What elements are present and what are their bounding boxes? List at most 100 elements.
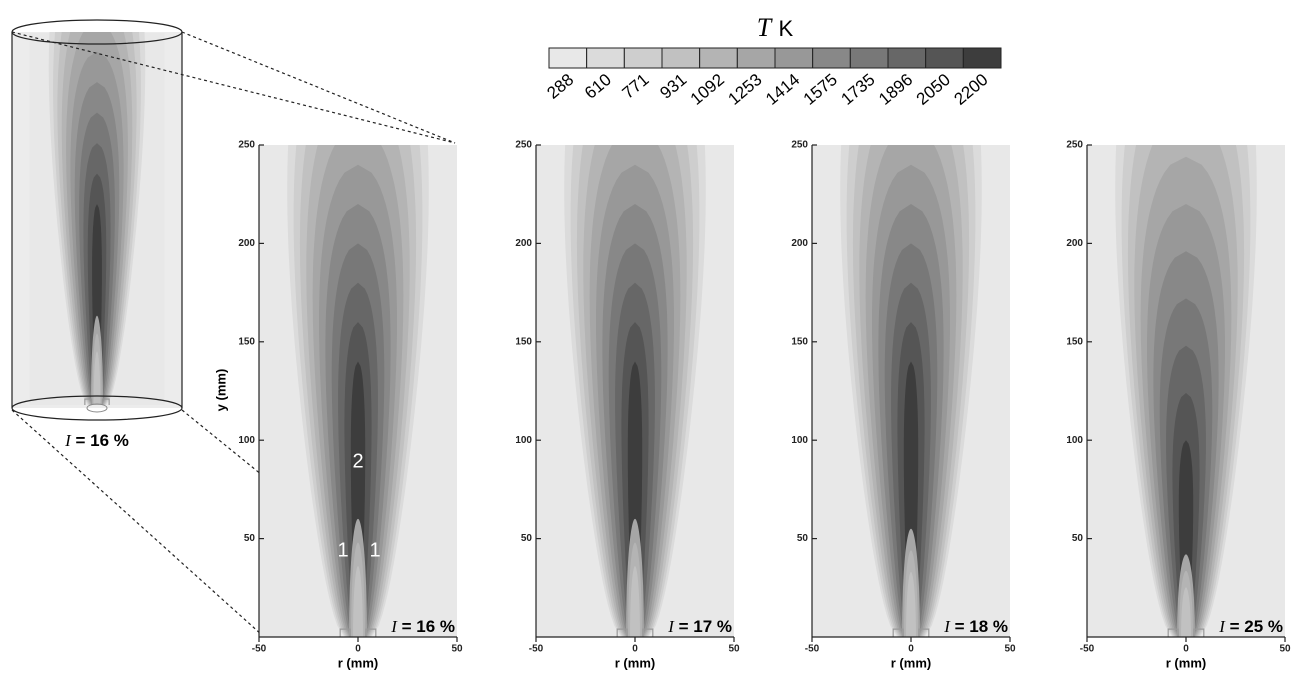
x-tick-label: 50 xyxy=(451,644,463,655)
x-tick-label: 0 xyxy=(632,644,638,655)
nozzle xyxy=(616,628,654,637)
panel-symbol: I xyxy=(1218,617,1226,636)
nozzle xyxy=(1167,628,1205,637)
x-tick-label: 50 xyxy=(728,644,740,655)
inset-text: = 16 % xyxy=(76,431,129,450)
contour-panel xyxy=(812,145,1010,637)
x-tick-label: 50 xyxy=(1279,644,1291,655)
colorbar-unit: K xyxy=(779,16,794,41)
contour-level xyxy=(906,572,916,637)
nozzle xyxy=(892,628,930,637)
colorbar-label: 771 xyxy=(619,70,653,103)
x-axis-label: r (mm) xyxy=(891,655,931,670)
panel-text: = 17 % xyxy=(679,617,732,636)
colorbar-swatch xyxy=(699,47,738,69)
contour-panel xyxy=(1087,145,1285,637)
contour-level xyxy=(353,566,363,637)
y-tick-label: 250 xyxy=(1066,140,1083,151)
contour-panel xyxy=(259,145,457,637)
panel-text: = 16 % xyxy=(402,617,455,636)
panel-label: I = 18 % xyxy=(943,617,1008,637)
colorbar-label: 288 xyxy=(543,70,577,103)
panel-symbol: I xyxy=(667,617,675,636)
x-tick-label: 0 xyxy=(908,644,914,655)
zoom-lines xyxy=(11,31,456,636)
y-tick-label: 50 xyxy=(797,533,809,544)
contour-level xyxy=(630,566,640,637)
y-tick-label: 250 xyxy=(791,140,808,151)
colorbar-swatch xyxy=(548,47,588,69)
panel-label: I = 25 % xyxy=(1218,617,1283,637)
y-tick-label: 200 xyxy=(1066,238,1083,249)
inset-flame xyxy=(29,32,165,405)
colorbar-label: 2050 xyxy=(913,70,954,109)
nozzle xyxy=(86,403,108,413)
x-tick-label: -50 xyxy=(529,644,544,655)
colorbar-swatch xyxy=(586,47,625,69)
colorbar-symbol: T xyxy=(757,13,773,42)
y-tick-label: 200 xyxy=(238,238,255,249)
annotation: 1 xyxy=(337,539,348,561)
contour-panel xyxy=(536,145,734,637)
colorbar-swatch xyxy=(849,47,889,69)
panel-symbol: I xyxy=(390,617,398,636)
x-axis-label: r (mm) xyxy=(615,655,655,670)
panel-symbol: I xyxy=(943,617,951,636)
y-tick-label: 200 xyxy=(515,238,532,249)
y-tick-label: 100 xyxy=(1066,435,1083,446)
y-tick-label: 150 xyxy=(791,336,808,347)
panel-label: I = 16 % xyxy=(390,617,455,637)
colorbar-label: 2200 xyxy=(950,70,991,109)
y-axis-label: y (mm) xyxy=(213,369,228,412)
panel-text: = 18 % xyxy=(955,617,1008,636)
nozzle xyxy=(84,398,110,405)
cylinder-bottom xyxy=(11,395,183,421)
x-tick-label: 0 xyxy=(1183,644,1189,655)
x-tick-label: -50 xyxy=(1080,644,1095,655)
panel-label: I = 17 % xyxy=(667,617,732,637)
y-tick-label: 100 xyxy=(515,435,532,446)
colorbar-swatch xyxy=(925,47,964,69)
y-tick-label: 50 xyxy=(1072,533,1084,544)
y-tick-label: 50 xyxy=(244,533,256,544)
y-tick-label: 100 xyxy=(791,435,808,446)
panel-text: = 25 % xyxy=(1230,617,1283,636)
colorbar-label: 1414 xyxy=(762,70,803,109)
y-tick-label: 150 xyxy=(238,336,255,347)
y-tick-label: 200 xyxy=(791,238,808,249)
colorbar-label: 1735 xyxy=(837,70,878,109)
colorbar-label: 610 xyxy=(581,70,615,103)
annotation: 1 xyxy=(369,539,380,561)
x-axis-label: r (mm) xyxy=(1166,655,1206,670)
x-tick-label: 0 xyxy=(355,644,361,655)
y-tick-label: 250 xyxy=(238,140,255,151)
colorbar-swatch xyxy=(661,47,701,69)
colorbar-swatch xyxy=(812,47,851,69)
y-tick-label: 100 xyxy=(238,435,255,446)
inset-symbol: I xyxy=(64,431,72,450)
contour-level xyxy=(1181,587,1191,637)
y-tick-label: 150 xyxy=(1066,336,1083,347)
annotation: 2 xyxy=(352,450,363,472)
y-tick-label: 150 xyxy=(515,336,532,347)
colorbar-label: 1092 xyxy=(687,70,728,109)
y-tick-label: 50 xyxy=(521,533,533,544)
x-tick-label: 50 xyxy=(1004,644,1016,655)
colorbar-label: 931 xyxy=(656,70,690,103)
colorbar-swatch xyxy=(736,47,776,69)
y-tick-label: 250 xyxy=(515,140,532,151)
colorbar-swatch xyxy=(887,47,927,69)
x-axis-label: r (mm) xyxy=(338,655,378,670)
inset-label: I = 16 % xyxy=(64,431,129,451)
x-tick-label: -50 xyxy=(805,644,820,655)
colorbar-swatch xyxy=(774,47,814,69)
colorbar-label: 1575 xyxy=(800,70,841,109)
colorbar-label: 1896 xyxy=(875,70,916,109)
colorbar-swatch xyxy=(623,47,663,69)
nozzle xyxy=(339,628,377,637)
colorbar-label: 1253 xyxy=(724,70,765,109)
contour-level xyxy=(93,351,101,405)
x-tick-label: -50 xyxy=(252,644,267,655)
colorbar-title: T K xyxy=(757,13,794,43)
